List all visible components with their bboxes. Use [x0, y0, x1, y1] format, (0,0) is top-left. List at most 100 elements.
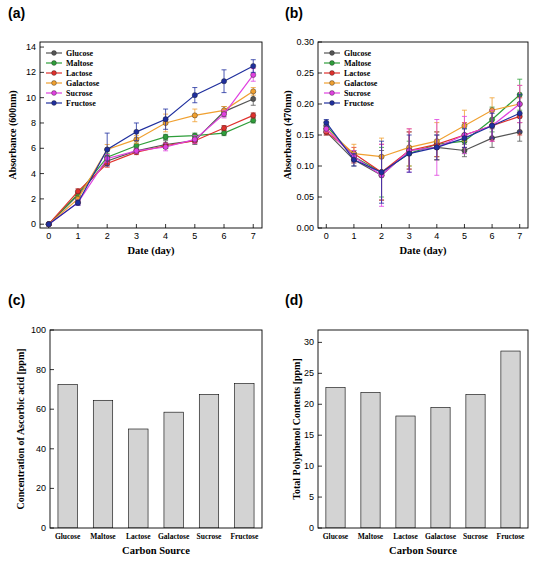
- bar: [431, 407, 450, 528]
- legend-marker: [52, 81, 57, 86]
- category-label: Glucose: [55, 532, 81, 541]
- y-tick: [318, 497, 322, 498]
- marker: [251, 113, 256, 118]
- legend-marker: [330, 71, 335, 76]
- marker: [192, 113, 197, 118]
- category-label: Galactose: [158, 532, 190, 541]
- y-tick: [318, 466, 322, 467]
- y-tick-label: 100: [31, 325, 46, 335]
- marker: [434, 145, 439, 150]
- y-tick: [318, 104, 322, 105]
- marker: [324, 120, 329, 125]
- y-tick: [40, 173, 44, 174]
- x-tick: [436, 224, 437, 228]
- legend: GlucoseMaltoseLactoseGalactoseSucroseFru…: [46, 49, 100, 108]
- y-tick: [50, 409, 54, 410]
- legend-label: Maltose: [66, 59, 94, 68]
- panel-title: (a): [8, 5, 25, 21]
- panel: 020406080100GlucoseMaltoseLactoseGalacto…: [8, 292, 262, 556]
- x-tick: [409, 224, 410, 228]
- y-tick: [50, 448, 54, 449]
- error-bar: [434, 135, 439, 160]
- legend-marker: [330, 91, 335, 96]
- bar: [466, 394, 485, 528]
- y-tick: [40, 148, 44, 149]
- marker: [192, 137, 197, 142]
- y-tick: [50, 488, 54, 489]
- marker: [75, 189, 80, 194]
- error-bar: [434, 120, 439, 176]
- y-tick: [318, 166, 322, 167]
- marker: [46, 222, 51, 227]
- legend-marker: [330, 51, 335, 56]
- x-tick: [519, 224, 520, 228]
- bar: [326, 388, 345, 528]
- category-label: Sucrose: [463, 532, 489, 541]
- x-tick-label: 0: [46, 231, 51, 241]
- panel: 0246810121401234567GlucoseMaltoseLactose…: [7, 5, 263, 257]
- error-bar: [407, 129, 412, 172]
- marker: [489, 123, 494, 128]
- x-tick-label: 4: [163, 231, 168, 241]
- y-tick-label: 0.20: [296, 99, 314, 109]
- y-tick-label: 12: [26, 67, 36, 77]
- x-tick-label: 5: [192, 231, 197, 241]
- error-bar: [490, 113, 495, 138]
- y-tick-label: 5: [309, 492, 314, 502]
- error-bar: [192, 109, 197, 122]
- y-tick-label: 40: [36, 444, 46, 454]
- legend-marker: [330, 81, 335, 86]
- error-bar: [134, 148, 139, 153]
- marker: [163, 134, 168, 139]
- y-tick: [40, 122, 44, 123]
- error-bar: [163, 109, 168, 129]
- legend-label: Lactose: [66, 69, 93, 78]
- marker: [105, 147, 110, 152]
- error-bar: [134, 143, 139, 148]
- legend-label: Sucrose: [344, 89, 371, 98]
- error-bar: [134, 148, 139, 153]
- marker: [46, 222, 51, 227]
- legend-label: Sucrose: [66, 89, 93, 98]
- error-bar: [192, 136, 197, 144]
- category-label: Galactose: [425, 532, 457, 541]
- y-tick-label: 0.05: [296, 192, 314, 202]
- marker: [221, 125, 226, 130]
- legend-label: Galactose: [344, 79, 378, 88]
- x-tick-label: 0: [324, 231, 329, 241]
- marker: [75, 200, 80, 205]
- series-line: [326, 104, 519, 175]
- plot-frame: [318, 42, 528, 228]
- y-tick-label: 80: [36, 365, 46, 375]
- marker: [324, 126, 329, 131]
- y-tick-label: 20: [36, 483, 46, 493]
- marker: [251, 96, 256, 101]
- y-tick: [318, 435, 322, 436]
- series-line: [49, 66, 253, 224]
- legend-marker: [330, 101, 335, 106]
- marker: [46, 222, 51, 227]
- x-tick-label: 7: [251, 231, 256, 241]
- y-tick-label: 15: [304, 430, 314, 440]
- marker: [379, 170, 384, 175]
- x-axis-title: Carbon Source: [389, 545, 457, 556]
- category-label: Fructose: [497, 532, 526, 541]
- error-bar: [251, 88, 256, 96]
- marker: [46, 222, 51, 227]
- marker: [134, 148, 139, 153]
- y-tick: [40, 47, 44, 48]
- y-tick-label: 20: [304, 399, 314, 409]
- legend-marker: [52, 51, 57, 56]
- bar: [361, 392, 380, 528]
- y-tick: [318, 373, 322, 374]
- marker: [221, 131, 226, 136]
- legend-marker: [330, 61, 335, 66]
- bar: [396, 416, 415, 528]
- marker: [407, 151, 412, 156]
- y-tick: [318, 197, 322, 198]
- series-line: [49, 120, 253, 224]
- x-tick-label: 2: [379, 231, 384, 241]
- legend: GlucoseMaltoseLactoseGalactoseSucroseFru…: [324, 49, 378, 108]
- y-tick-label: 0.25: [296, 68, 314, 78]
- legend-label: Fructose: [344, 99, 374, 108]
